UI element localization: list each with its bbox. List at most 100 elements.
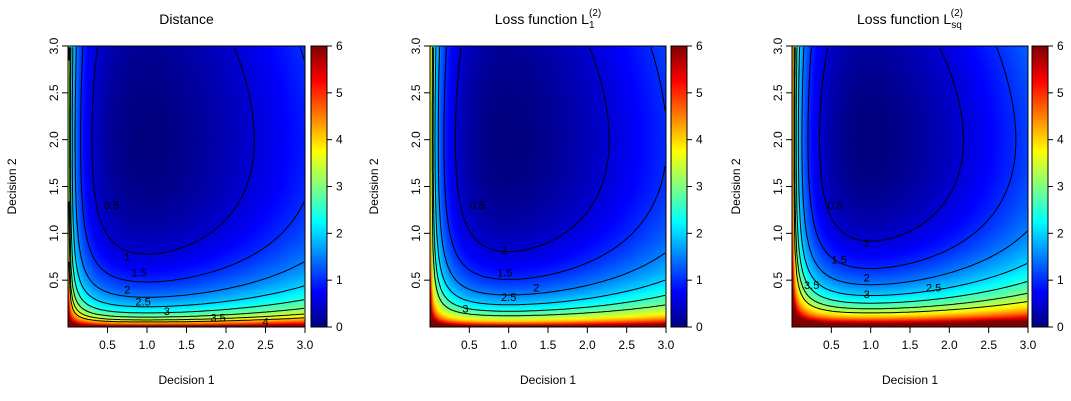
contour-line-4 [71, 47, 305, 308]
colorbar-tick-label: 1 [336, 273, 343, 287]
contour-lines [793, 46, 1028, 314]
contour-label: 1 [502, 245, 508, 257]
colorbar-tick-label: 5 [696, 86, 703, 100]
colorbar-tick-label: 0 [1057, 320, 1064, 334]
colorbar-tick-label: 4 [1057, 133, 1064, 147]
colorbar-tick-label: 0 [696, 320, 703, 334]
y-tick-label: 3.0 [409, 37, 423, 54]
y-axis-label: Decision 2 [367, 158, 381, 214]
colorbar-tick-label: 2 [696, 226, 703, 240]
heatmap-image [430, 46, 666, 327]
y-tick-label: 1.5 [409, 178, 423, 195]
contour-label: 1 [864, 238, 870, 250]
contour-line-2 [443, 47, 666, 280]
contour-line-8 [68, 261, 305, 323]
chart-title-superscript: (2) [951, 8, 963, 19]
colorbar-tick-label: 1 [1057, 273, 1064, 287]
colorbar-tick-label: 0 [336, 320, 343, 334]
chart-title-superscript: (2) [589, 8, 601, 19]
y-tick-label: 2.5 [409, 84, 423, 101]
contour-line-1 [454, 47, 610, 253]
contour-label: 2 [864, 272, 870, 284]
contour-label: 3.5 [210, 313, 225, 325]
x-tick-label: 2.0 [579, 338, 596, 352]
contour-line-5 [795, 47, 1028, 304]
chart-title: Distance [159, 11, 214, 27]
contour-label: 1.5 [832, 255, 847, 267]
contour-label: 3 [864, 289, 870, 301]
contour-label: 2.5 [135, 297, 150, 309]
contour-line-1 [91, 47, 255, 255]
colorbar-tick-label: 6 [1057, 39, 1064, 53]
chart-panel-1: 0.511.522.533.5 40.5 1.0 1.5 2.0 2.5 3.00.51.0… [5, 11, 343, 387]
x-tick-label: 1.0 [862, 338, 879, 352]
y-tick-label: 1.5 [771, 178, 785, 195]
colorbar-tick-label: 2 [1057, 226, 1064, 240]
colorbar-tick-label: 6 [696, 39, 703, 53]
contour-label: 3 [164, 306, 170, 318]
contour-label: 0.5 [828, 200, 843, 212]
contour-label: 0.5 [104, 200, 119, 212]
contour-line-4 [797, 47, 1028, 296]
contour-line-2 [807, 47, 1017, 269]
y-axis-label: Decision 2 [5, 158, 19, 214]
contour-line-3 [74, 47, 305, 298]
contour-line-6 [69, 47, 305, 318]
x-tick-label: 3.0 [658, 338, 675, 352]
contour-line-1 [819, 46, 964, 242]
x-tick-label: 2.5 [980, 338, 997, 352]
heatmap-image [792, 46, 1028, 327]
y-tick-label: 1.0 [409, 225, 423, 242]
contour-line-5 [432, 47, 666, 312]
chart-title: Loss function L1(2) [495, 8, 601, 31]
contour-line-7 [793, 47, 1028, 314]
y-tick-label: 2.5 [771, 84, 785, 101]
contour-line-7 [68, 47, 305, 321]
colorbar-tick-label: 3 [696, 180, 703, 194]
contour-line-3 [437, 47, 666, 296]
y-tick-label: 2.0 [47, 131, 61, 148]
chart-title: Loss function Lsq(2) [857, 8, 963, 31]
x-tick-label: 0.5 [99, 338, 116, 352]
x-axis-label: Decision 1 [882, 373, 938, 387]
chart-title-main: Distance [159, 11, 214, 27]
y-axis-label: Decision 2 [729, 158, 743, 214]
x-axis-label: Decision 1 [520, 373, 576, 387]
contour-label: 1.5 [131, 268, 146, 280]
chart-title-main: Loss function L [857, 11, 951, 27]
colorbar-tick-label: 1 [696, 273, 703, 287]
x-tick-label: 0.5 [461, 338, 478, 352]
x-tick-label: 2.0 [218, 338, 235, 352]
y-tick-label: 1.0 [47, 225, 61, 242]
contour-line-6 [794, 47, 1028, 310]
colorbar-tick-label: 5 [1057, 86, 1064, 100]
contour-label: 2 [124, 285, 130, 297]
x-tick-label: 3.0 [297, 338, 314, 352]
contour-label: 0.5 [470, 200, 485, 212]
contour-label: 3 [462, 303, 468, 315]
contour-line-6 [431, 47, 666, 317]
contour-label: 4 [262, 316, 268, 328]
y-tick-label: 0.5 [47, 272, 61, 289]
y-tick-label: 0.5 [409, 272, 423, 289]
contour-line-4 [434, 47, 666, 306]
y-tick-label: 1.0 [771, 225, 785, 242]
x-tick-label: 1.0 [139, 338, 156, 352]
chart-title-subscript: 1 [589, 20, 595, 31]
x-tick-label: 0.5 [823, 338, 840, 352]
y-tick-label: 2.0 [771, 131, 785, 148]
colorbar-tick-label: 6 [336, 39, 343, 53]
colorbar [1031, 45, 1049, 328]
contour-lines [431, 47, 666, 317]
chart-panel-3: 0.5 1 1.5 2 2.5 3 3.5 0.5 1.0 1.5 2.0 2.5 3.0 0.5 1.0 1… [729, 8, 1064, 387]
x-tick-label: 3.0 [1020, 338, 1037, 352]
contour-label: 1.5 [497, 268, 512, 280]
colorbar-tick-label: 4 [336, 133, 343, 147]
contour-label: 1 [124, 252, 130, 264]
colorbar [670, 45, 688, 328]
y-tick-label: 2.0 [409, 131, 423, 148]
chart-panel-2: 0.5 1 1.5 2 2.5 3 0.5 1.0 1.5 2.0 2.5 3.0 0.5 1.0 1.5 2… [367, 8, 703, 387]
contour-lines [68, 47, 305, 323]
